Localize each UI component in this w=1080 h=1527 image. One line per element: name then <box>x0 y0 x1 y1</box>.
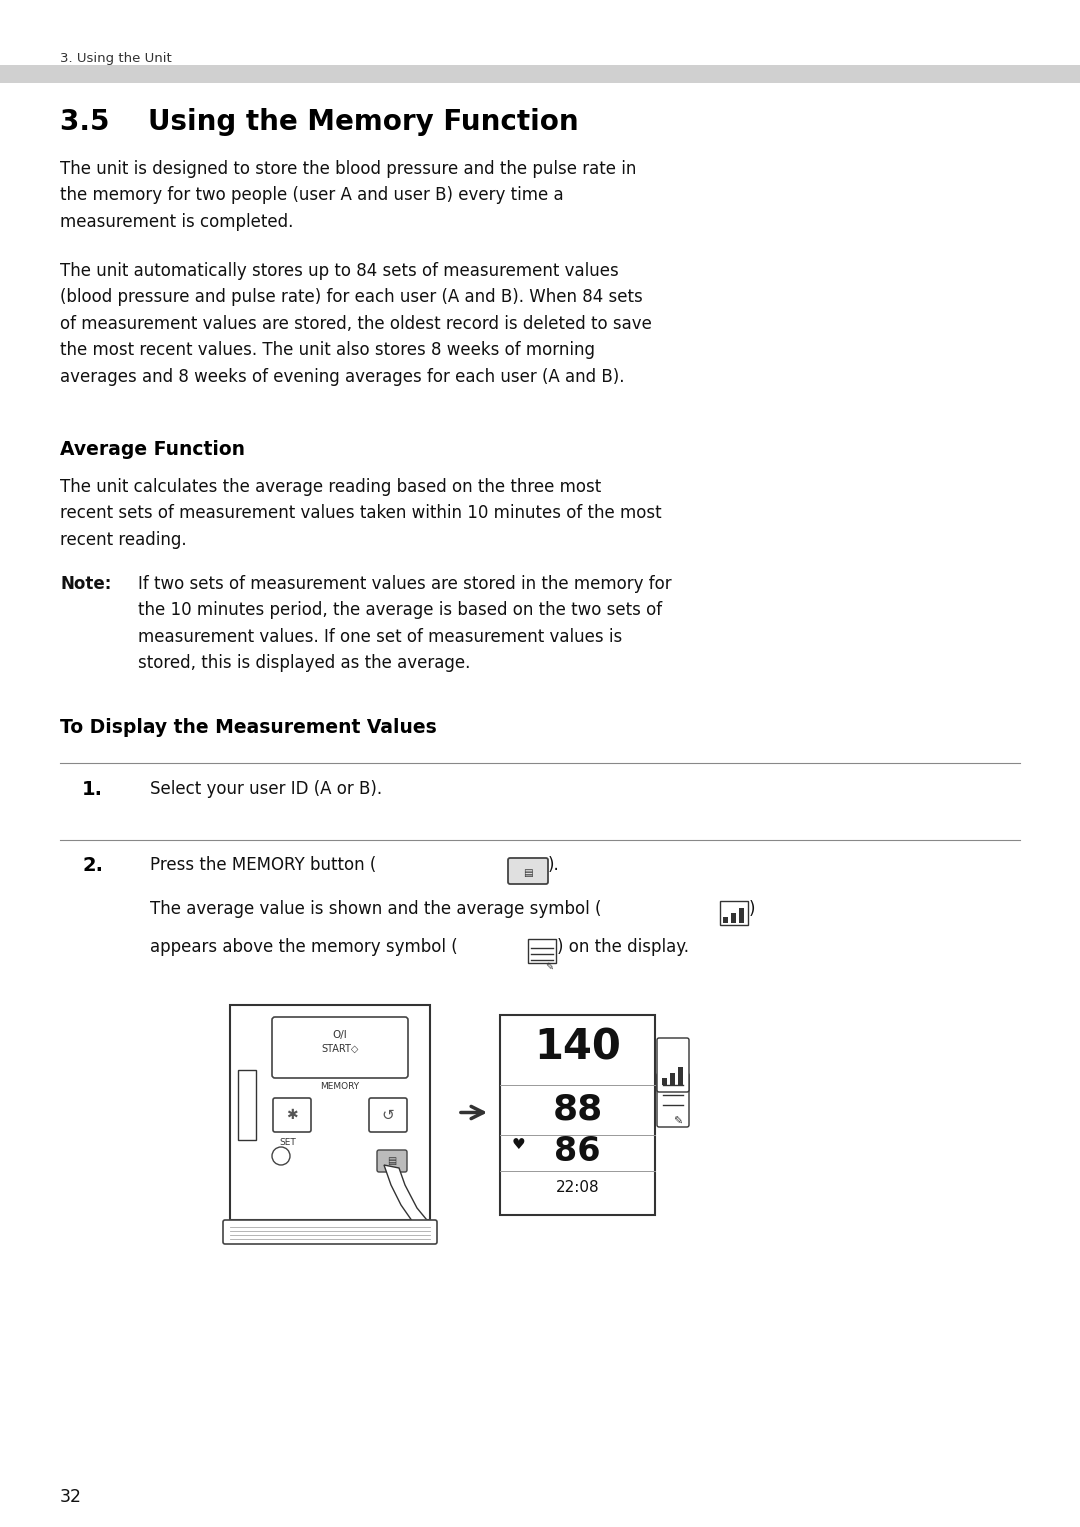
Text: ): ) <box>750 899 756 918</box>
Bar <box>670 1073 675 1086</box>
Text: ↺: ↺ <box>381 1107 394 1122</box>
Text: To Display the Measurement Values: To Display the Measurement Values <box>60 718 436 738</box>
Text: O/I: O/I <box>333 1031 348 1040</box>
FancyBboxPatch shape <box>508 858 548 884</box>
Text: ✱: ✱ <box>286 1109 298 1122</box>
Text: Press the MEMORY button (: Press the MEMORY button ( <box>150 857 376 873</box>
Text: START◇: START◇ <box>322 1044 359 1054</box>
Text: The unit is designed to store the blood pressure and the pulse rate in
the memor: The unit is designed to store the blood … <box>60 160 636 231</box>
Text: ✎: ✎ <box>545 962 553 973</box>
FancyBboxPatch shape <box>657 1073 689 1127</box>
Text: 1.: 1. <box>82 780 103 799</box>
FancyBboxPatch shape <box>657 1038 689 1092</box>
Bar <box>0 66 1080 82</box>
Text: Note:: Note: <box>60 576 111 592</box>
Text: The unit calculates the average reading based on the three most
recent sets of m: The unit calculates the average reading … <box>60 478 662 548</box>
FancyBboxPatch shape <box>369 1098 407 1132</box>
FancyBboxPatch shape <box>230 1005 430 1220</box>
Text: 32: 32 <box>60 1487 82 1506</box>
Text: 3. Using the Unit: 3. Using the Unit <box>60 52 172 66</box>
Bar <box>528 939 556 964</box>
Bar <box>720 901 748 925</box>
Bar <box>723 918 728 922</box>
Text: ♥: ♥ <box>511 1138 525 1151</box>
Text: 140: 140 <box>535 1028 621 1069</box>
Text: SET: SET <box>279 1138 296 1147</box>
Text: ▤: ▤ <box>523 867 532 878</box>
FancyBboxPatch shape <box>377 1150 407 1173</box>
Bar <box>731 913 735 922</box>
Text: 2.: 2. <box>82 857 103 875</box>
Polygon shape <box>384 1165 431 1235</box>
Text: 86: 86 <box>554 1135 600 1168</box>
Text: The unit automatically stores up to 84 sets of measurement values
(blood pressur: The unit automatically stores up to 84 s… <box>60 263 652 386</box>
Text: 88: 88 <box>552 1093 603 1127</box>
Bar <box>662 1078 667 1086</box>
Bar <box>739 909 744 922</box>
Text: ) on the display.: ) on the display. <box>557 938 689 956</box>
FancyBboxPatch shape <box>222 1220 437 1245</box>
Text: ✎: ✎ <box>673 1116 681 1127</box>
Text: MEMORY: MEMORY <box>321 1083 360 1090</box>
Bar <box>238 1070 256 1141</box>
Text: Average Function: Average Function <box>60 440 245 460</box>
Bar <box>678 1067 683 1086</box>
Text: appears above the memory symbol (: appears above the memory symbol ( <box>150 938 458 956</box>
Text: 22:08: 22:08 <box>556 1180 599 1196</box>
Text: Select your user ID (A or B).: Select your user ID (A or B). <box>150 780 382 799</box>
Text: ▤: ▤ <box>388 1156 396 1167</box>
Text: The average value is shown and the average symbol (: The average value is shown and the avera… <box>150 899 602 918</box>
FancyBboxPatch shape <box>273 1098 311 1132</box>
Text: 3.5    Using the Memory Function: 3.5 Using the Memory Function <box>60 108 579 136</box>
FancyBboxPatch shape <box>272 1017 408 1078</box>
Bar <box>500 1015 654 1215</box>
Text: ).: ). <box>548 857 559 873</box>
Text: If two sets of measurement values are stored in the memory for
the 10 minutes pe: If two sets of measurement values are st… <box>138 576 672 672</box>
Circle shape <box>272 1147 291 1165</box>
